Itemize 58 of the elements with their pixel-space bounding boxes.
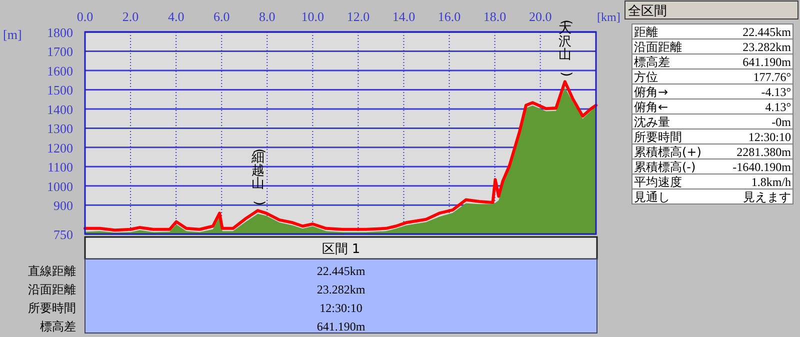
text: -4.13° (761, 85, 792, 99)
text: 23.282km (316, 282, 366, 296)
text: 12:30:10 (320, 301, 362, 315)
text: 距離 (634, 25, 658, 39)
x-tick-label: 8.0 (259, 9, 276, 24)
y-tick-label: 750 (54, 227, 73, 242)
text: 641.190m (742, 55, 792, 69)
y-tick-label: 1200 (47, 140, 73, 156)
text: 沿面距離 (28, 282, 76, 296)
y-tick-label: 1600 (47, 63, 73, 78)
text: 1.8km/h (751, 175, 791, 189)
text: 全区間 (628, 4, 667, 19)
x-tick-label: 16.0 (438, 9, 461, 24)
text: 641.190m (316, 320, 366, 334)
text: 所要時間 (634, 130, 682, 144)
x-tick-label: 18.0 (483, 9, 506, 24)
y-tick-label: 1700 (47, 44, 73, 60)
text: -0m (772, 115, 792, 129)
y-tick-label: 1400 (47, 102, 73, 117)
text: 2281.380m (736, 145, 792, 159)
text: 沿面距離 (634, 40, 682, 54)
y-tick-label: 1300 (47, 121, 73, 136)
text: 累積標高(+) (634, 145, 702, 159)
text: 標高差 (40, 320, 76, 334)
text: 所要時間 (28, 301, 76, 315)
x-tick-label: 4.0 (168, 9, 184, 24)
x-tick-label: 0.0 (76, 9, 94, 24)
x-tick-label: 6.0 (213, 9, 230, 24)
text: 12:30:10 (748, 130, 791, 144)
x-tick-label: 14.0 (392, 9, 416, 24)
text: 直線距離 (28, 264, 76, 278)
text: 方位 (634, 70, 658, 84)
text: 見通し (634, 190, 670, 204)
y-tick-label: 1800 (47, 25, 73, 40)
text: 平均速度 (634, 175, 682, 189)
text: 俯角← (634, 100, 668, 114)
text: 22.445km (742, 25, 792, 39)
text: 177.76° (753, 70, 792, 84)
y-axis-title: [m] (3, 27, 22, 42)
text: 4.13° (765, 100, 792, 114)
text: 標高差 (634, 55, 670, 69)
text: 俯角→ (634, 85, 668, 99)
text: 沈み量 (634, 115, 670, 129)
x-tick-label: 12.0 (346, 9, 370, 24)
y-tick-label: 1100 (47, 160, 73, 175)
x-tick-label: 10.0 (301, 9, 324, 24)
text: 区間 1 (322, 242, 360, 257)
text: -1640.190m (732, 160, 792, 174)
text: 見えます (743, 190, 791, 204)
text: 23.282km (742, 40, 792, 54)
x-axis-title: [km] (597, 10, 620, 24)
x-tick-label: 20.0 (528, 9, 552, 24)
text: 累積標高(-) (634, 160, 696, 174)
y-tick-label: 900 (54, 198, 73, 214)
x-tick-label: 2.0 (122, 9, 139, 24)
text: 22.445km (316, 264, 366, 278)
y-tick-label: 1000 (47, 178, 73, 194)
y-tick-label: 1500 (47, 82, 73, 98)
